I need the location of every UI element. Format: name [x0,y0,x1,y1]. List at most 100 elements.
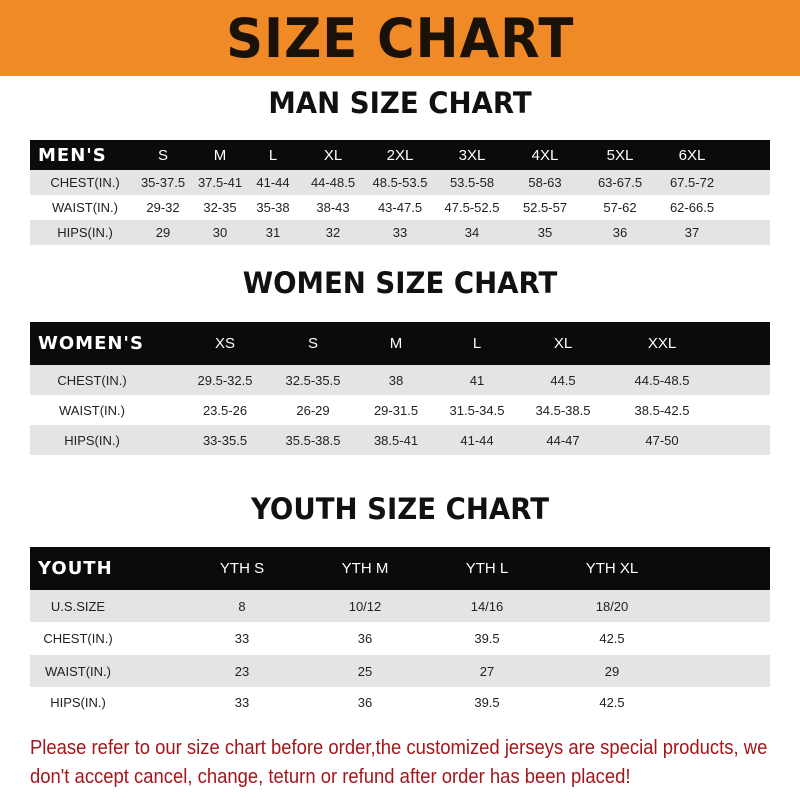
table-cell: 32 [325,225,341,240]
table-cell: 29-31.5 [373,402,419,418]
table-cell: 33 [392,225,408,240]
header-row: MEN'S S M L XL 2XL 3XL 4XL 5XL 6XL [30,140,770,170]
row-label: CHEST(IN.) [57,372,127,388]
row-label: WAIST(IN.) [52,200,118,215]
row-label: HIPS(IN.) [64,432,120,448]
table-cell: 36 [612,225,628,240]
table-cell: 30 [212,225,228,240]
table-cell: 36 [357,631,373,646]
table-cell: 5XL [606,146,634,164]
row-label: WOMEN'S [38,333,144,354]
row-label: HIPS(IN.) [50,695,106,710]
table-cell: 29.5-32.5 [197,372,253,388]
table-cell: XXL [647,335,677,352]
table-cell: 39.5 [474,631,500,646]
table-cell: 41 [469,372,485,388]
row-label: WAIST(IN.) [45,663,111,679]
row-label: WAIST(IN.) [59,402,125,418]
table-cell: 34.5-38.5 [535,402,591,418]
table-row: HIPS(IN.) 29 30 31 32 33 34 35 36 37 [30,220,770,245]
table-cell: 47.5-52.5 [444,200,500,215]
table-cell: 38 [388,372,404,388]
table-cell: S [157,146,169,164]
table-cell: 57-62 [603,200,637,215]
table-cell: 63-67.5 [597,175,643,190]
table-cell: 53.5-58 [449,175,495,190]
table-cell: M [389,335,403,352]
table-cell: 33-35.5 [202,432,248,448]
table-cell: 44-47 [546,432,580,448]
table-cell: 37.5-41 [197,175,243,190]
table-row: WAIST(IN.) 23.5-26 26-29 29-31.5 31.5-34.5 34… [30,395,770,425]
table-cell: 42.5 [599,631,625,646]
table-cell: 29-32 [146,200,180,215]
table-cell: XL [553,335,573,352]
table-row: U.S.SIZE 8 10/12 14/16 18/20 [30,590,770,622]
table-cell: 43-47.5 [377,200,423,215]
table-cell: 62-66.5 [669,200,715,215]
table-cell: 35-38 [256,200,290,215]
youth-title: YOUTH SIZE CHART [250,492,550,526]
order-notice: Please refer to our size chart before or… [30,736,768,788]
table-cell: 3XL [458,146,486,164]
table-cell: S [307,335,319,352]
table-cell: 26-29 [296,402,330,418]
table-row: CHEST(IN.) 29.5-32.5 32.5-35.5 38 41 44.5 44.5… [30,365,770,395]
header-row: YOUTH YTH S YTH M YTH L YTH XL [30,547,770,590]
table-cell: 27 [479,663,495,679]
table-row: CHEST(IN.) 33 36 39.5 42.5 [30,622,770,655]
table-cell: 6XL [678,146,706,164]
row-label: CHEST(IN.) [43,631,113,646]
table-cell: 14/16 [470,598,504,614]
table-cell: 37 [684,225,700,240]
table-cell: 47-50 [645,432,679,448]
table-cell: 32.5-35.5 [285,372,341,388]
table-cell: 29 [155,225,171,240]
row-label: MEN'S [38,144,107,166]
row-label: CHEST(IN.) [50,175,120,190]
table-cell: 23 [234,663,250,679]
table-cell: 44.5 [550,372,576,388]
table-cell: XS [214,335,236,352]
table-cell: 35 [537,225,553,240]
table-cell: 38.5-42.5 [634,402,690,418]
women-title: WOMEN SIZE CHART [242,266,558,300]
table-cell: 31 [265,225,281,240]
table-cell: 33 [234,631,250,646]
table-cell: 23.5-26 [202,402,248,418]
table-cell: 42.5 [599,695,625,710]
banner-title: SIZE CHART [225,6,575,70]
table-row: WAIST(IN.) 23 25 27 29 [30,655,770,687]
table-cell: L [472,335,482,352]
table-cell: M [213,146,227,164]
table-cell: 34 [464,225,480,240]
table-row: WAIST(IN.) 29-32 32-35 35-38 38-43 43-47.5 47.… [30,195,770,220]
table-cell: YTH S [219,560,265,577]
table-cell: 38.5-41 [373,432,419,448]
row-label: HIPS(IN.) [57,225,113,240]
table-row: HIPS(IN.) 33-35.5 35.5-38.5 38.5-41 41-44 44-… [30,425,770,455]
table-cell: 2XL [386,146,414,164]
men-title: MAN SIZE CHART [268,86,532,120]
header-row: WOMEN'S XS S M L XL XXL [30,322,770,365]
table-row: HIPS(IN.) 33 36 39.5 42.5 [30,687,770,718]
table-cell: 36 [357,695,373,710]
table-cell: 44-48.5 [310,175,356,190]
table-cell: 10/12 [348,598,382,614]
table-cell: 52.5-57 [522,200,568,215]
row-label: U.S.SIZE [50,598,106,614]
table-cell: 25 [357,663,373,679]
table-cell: YTH XL [585,560,639,577]
row-label: YOUTH [38,558,113,579]
table-cell: 48.5-53.5 [372,175,428,190]
table-cell: 38-43 [316,200,350,215]
table-cell: 39.5 [474,695,500,710]
table-cell: 32-35 [203,200,237,215]
size-chart-banner: SIZE CHART [0,0,800,76]
table-cell: 29 [604,663,620,679]
table-cell: L [268,146,278,164]
table-cell: 35.5-38.5 [285,432,341,448]
table-cell: 4XL [531,146,559,164]
table-cell: 31.5-34.5 [449,402,505,418]
table-row: CHEST(IN.) 35-37.5 37.5-41 41-44 44-48.5 48.5… [30,170,770,195]
